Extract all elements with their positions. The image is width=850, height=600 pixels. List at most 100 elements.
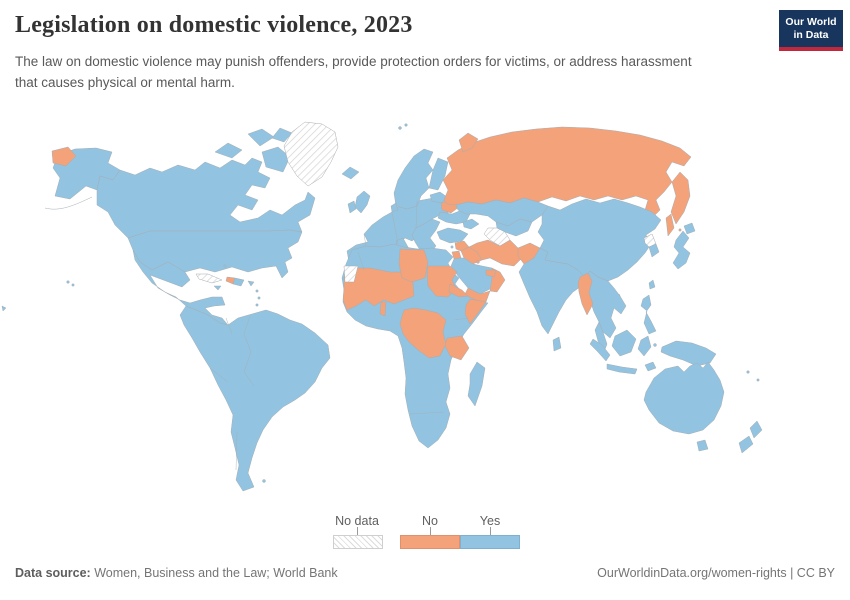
country-australia-tasmania[interactable] [696, 439, 709, 452]
country-puerto-rico[interactable] [247, 280, 255, 287]
country-western-sahara[interactable] [343, 265, 359, 283]
country-greenland[interactable] [283, 121, 339, 187]
country-united-states-hawaii-2[interactable] [71, 283, 75, 287]
country-caucasus[interactable] [462, 218, 480, 230]
legend-tick-yes [490, 527, 491, 535]
owid-logo-text: Our World in Data [779, 10, 843, 48]
country-sri-lanka[interactable] [552, 336, 562, 352]
country-norway-sweden[interactable] [393, 148, 434, 210]
country-dominican-republic[interactable] [232, 277, 245, 287]
country-japan[interactable] [672, 230, 691, 270]
country-timor[interactable] [644, 361, 657, 372]
border-germany-poland [391, 211, 399, 245]
border-brazil-west [243, 315, 255, 387]
region-europe[interactable] [346, 123, 471, 264]
country-finland[interactable] [428, 157, 449, 191]
country-indonesia-java[interactable] [606, 363, 638, 375]
country-indonesia-sumatra[interactable] [589, 338, 611, 362]
country-pacific-island[interactable] [756, 378, 760, 382]
legend-swatch-yes[interactable] [460, 535, 520, 549]
country-taiwan[interactable] [648, 279, 656, 290]
country-cuba[interactable] [195, 273, 223, 284]
country-russia-chukotka[interactable] [51, 146, 77, 167]
border-peru-bolivia [209, 367, 229, 383]
data-source-label: Data source: [15, 566, 91, 580]
country-south-america-mainland[interactable] [179, 305, 331, 492]
country-iceland[interactable] [341, 166, 360, 180]
country-central-africa-drc-congo-gabon-cameroon[interactable] [399, 307, 447, 359]
country-jordan-israel[interactable] [451, 250, 462, 260]
falkland-islands[interactable] [262, 479, 266, 483]
country-svalbard-2[interactable] [404, 123, 408, 127]
border-south-africa-namibia [409, 411, 445, 415]
country-canada-arctic-island-2[interactable] [247, 128, 275, 147]
country-lesser-antilles-3[interactable] [255, 303, 259, 307]
country-libya[interactable] [398, 248, 429, 283]
country-canada-baffin-island[interactable] [261, 146, 291, 173]
chart-footer: Data source: Women, Business and the Law… [15, 566, 835, 580]
border-colombia-venezuela [225, 317, 233, 335]
country-bahamas[interactable] [223, 264, 227, 268]
region-greenland-and-caribbean[interactable] [195, 121, 360, 307]
chart-subtitle: The law on domestic violence may punish … [15, 54, 692, 90]
legend-swatch-no[interactable] [400, 535, 460, 549]
country-australia[interactable] [643, 361, 725, 435]
country-fiji[interactable] [746, 370, 750, 374]
country-eritrea-djibouti[interactable] [448, 283, 469, 298]
legend-swatch-no-data[interactable] [333, 535, 383, 549]
country-mexico-central-america[interactable] [132, 249, 229, 326]
region-africa[interactable] [341, 243, 489, 449]
country-south-korea[interactable] [648, 243, 660, 258]
country-canada-arctic-island-1[interactable] [214, 142, 243, 159]
country-russia-kamchatka[interactable] [670, 171, 691, 225]
country-uae-qatar[interactable] [485, 269, 497, 278]
page-title: Legislation on domestic violence, 2023 [15, 12, 413, 38]
country-philippines[interactable] [640, 294, 657, 335]
country-ireland[interactable] [347, 200, 357, 214]
country-denmark[interactable] [390, 202, 399, 213]
country-kuwait[interactable] [476, 260, 480, 264]
legend-tick-no [430, 527, 431, 535]
country-svalbard[interactable] [398, 126, 402, 130]
country-russia-novaya-zemlya[interactable] [458, 132, 479, 153]
country-pacific-wrap-speck[interactable] [1, 305, 7, 312]
region-south-and-east-asia[interactable] [518, 198, 717, 375]
region-oceania[interactable] [1, 305, 763, 454]
legend-tick-no-data [357, 527, 358, 535]
country-russia-sakhalin[interactable] [665, 213, 675, 237]
country-indonesia-sulawesi[interactable] [637, 335, 652, 357]
region-russia-and-central-asia[interactable] [442, 126, 692, 247]
country-kazakhstan[interactable] [455, 197, 549, 227]
border-kenya-ethiopia [454, 317, 469, 321]
country-indonesia-borneo[interactable] [611, 329, 637, 357]
country-new-guinea[interactable] [660, 340, 717, 367]
country-china-mongolia[interactable] [537, 198, 662, 282]
country-tanzania[interactable] [444, 335, 470, 361]
country-lesser-antilles-1[interactable] [255, 289, 259, 293]
country-japan-hokkaido[interactable] [683, 222, 696, 235]
country-benin[interactable] [379, 301, 387, 317]
country-turkey[interactable] [436, 227, 469, 244]
country-cyprus[interactable] [450, 245, 454, 249]
legend-label-yes: Yes [479, 514, 501, 528]
border-chile-argentina [235, 431, 238, 471]
owid-logo[interactable]: Our World in Data [779, 10, 843, 52]
country-new-zealand-south[interactable] [738, 435, 754, 454]
country-somalia[interactable] [464, 298, 487, 325]
country-madagascar[interactable] [467, 361, 486, 407]
country-united-states-hawaii[interactable] [66, 280, 70, 284]
country-new-zealand-north[interactable] [749, 420, 763, 439]
footer-link[interactable]: OurWorldinData.org/women-rights | CC BY [597, 566, 835, 580]
country-myanmar[interactable] [577, 272, 594, 316]
region-north-america[interactable] [44, 127, 316, 326]
country-united-kingdom[interactable] [354, 190, 371, 214]
owid-logo-accent-bar [779, 47, 843, 52]
country-russia-kurils[interactable] [678, 228, 682, 232]
region-south-america[interactable] [179, 305, 331, 492]
country-lesser-antilles-2[interactable] [257, 296, 261, 300]
country-jamaica[interactable] [213, 285, 222, 291]
country-indonesia-moluccas[interactable] [653, 343, 657, 347]
legend-label-no-data: No data [335, 514, 379, 528]
